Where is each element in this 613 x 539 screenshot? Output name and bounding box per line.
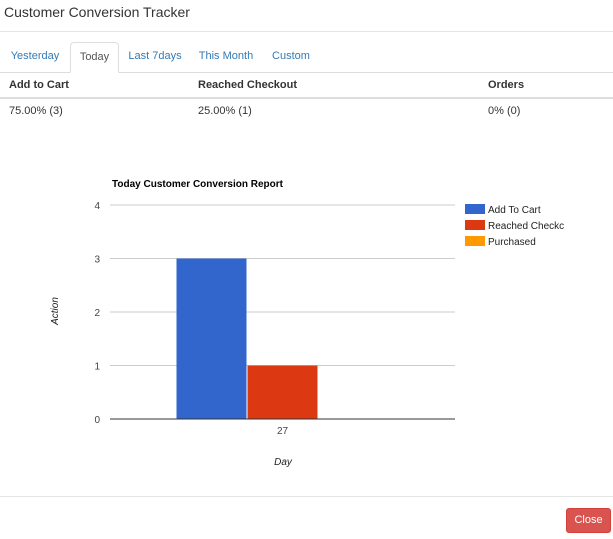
tab-last-7days[interactable]: Last 7days bbox=[128, 50, 182, 62]
legend-swatch bbox=[465, 204, 485, 214]
tab-yesterday[interactable]: Yesterday bbox=[10, 50, 60, 62]
chart-bars bbox=[176, 258, 318, 419]
legend-label: Purchased bbox=[488, 237, 536, 248]
bar-reached-checkout bbox=[247, 365, 318, 419]
value-orders: 0% (0) bbox=[488, 105, 521, 117]
x-tick-label: 27 bbox=[277, 426, 289, 437]
y-tick-label: 1 bbox=[94, 362, 100, 373]
y-tick-label: 0 bbox=[94, 415, 100, 426]
y-tick-label: 4 bbox=[94, 201, 100, 212]
header-orders: Orders bbox=[488, 79, 525, 91]
chart-axes: 0 1 2 3 4 27 bbox=[94, 201, 455, 437]
chart-title: Today Customer Conversion Report bbox=[112, 179, 284, 190]
stats-header-row: Add to Cart Reached Checkout Orders bbox=[0, 72, 613, 99]
header-reached-checkout: Reached Checkout bbox=[198, 79, 298, 91]
modal-header: Customer Conversion Tracker bbox=[0, 0, 613, 32]
date-range-tabs: Yesterday Today Last 7days This Month Cu… bbox=[0, 42, 613, 73]
chart-legend: Add To Cart Reached Checkc Purchased bbox=[465, 204, 564, 248]
bar-add-to-cart bbox=[176, 258, 247, 419]
modal-footer: Close bbox=[0, 496, 613, 539]
close-button[interactable]: Close bbox=[566, 508, 611, 533]
modal-title: Customer Conversion Tracker bbox=[4, 4, 190, 20]
legend-label: Reached Checkc bbox=[488, 221, 564, 232]
legend-swatch bbox=[465, 236, 485, 246]
header-add-to-cart: Add to Cart bbox=[9, 79, 69, 91]
y-tick-label: 3 bbox=[94, 255, 100, 266]
legend-swatch bbox=[465, 220, 485, 230]
y-axis-title: Action bbox=[50, 297, 61, 326]
stats-value-row: 75.00% (3) 25.00% (1) 0% (0) bbox=[0, 99, 613, 123]
tab-this-month[interactable]: This Month bbox=[198, 50, 254, 62]
conversion-report-chart: Today Customer Conversion Report 0 1 2 3 4 27… bbox=[50, 179, 564, 468]
y-tick-label: 2 bbox=[94, 308, 100, 319]
x-axis-title: Day bbox=[274, 457, 293, 468]
legend-label: Add To Cart bbox=[488, 205, 541, 216]
value-reached-checkout: 25.00% (1) bbox=[198, 105, 252, 117]
value-add-to-cart: 75.00% (3) bbox=[9, 105, 63, 117]
chart-gridlines bbox=[110, 204, 455, 366]
tab-today[interactable]: Today bbox=[70, 42, 119, 73]
tab-custom[interactable]: Custom bbox=[272, 50, 310, 62]
